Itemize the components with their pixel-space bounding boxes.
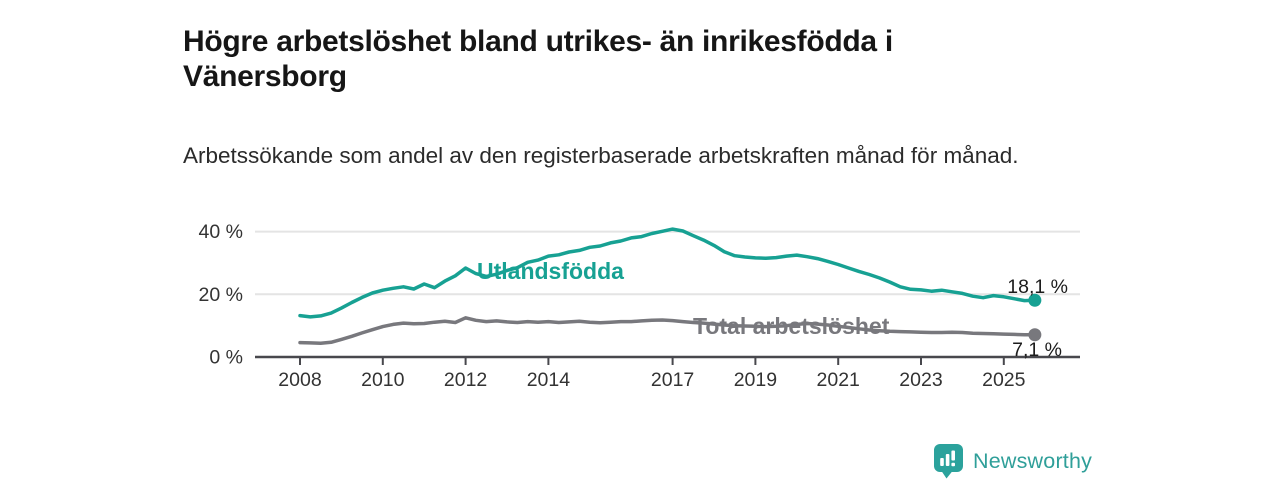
unemployment-line-chart: 0 % 20 % 40 % 2008 2010 2012 2014 2017 2019 2021… <box>199 221 1080 391</box>
y-axis-tick-label: 20 % <box>199 284 243 306</box>
y-axis-tick-label: 0 % <box>209 347 243 369</box>
x-axis-tick-label: 2019 <box>734 369 777 391</box>
x-axis-tick-label: 2025 <box>982 369 1026 391</box>
end-value-label-total-arbetsloshet: 7,1 % <box>1012 339 1062 361</box>
x-axis <box>255 355 1080 365</box>
series-label-total-arbetsloshet: Total arbetslöshet <box>693 313 890 339</box>
series-label-utlandsfodda: Utlandsfödda <box>477 258 624 284</box>
x-axis-tick-label: 2010 <box>361 369 405 391</box>
x-axis-tick-label: 2017 <box>651 369 694 391</box>
chart-subtitle: Arbetssökande som andel av den registerb… <box>183 142 1019 168</box>
x-axis-tick-label: 2012 <box>444 369 487 391</box>
end-value-label-utlandsfodda: 18,1 % <box>1007 276 1068 298</box>
x-axis-tick-label: 2014 <box>527 369 571 391</box>
line-total-arbetsloshet <box>298 316 1037 345</box>
brand-wordmark: Newsworthy <box>973 448 1093 473</box>
x-axis-tick-label: 2008 <box>278 369 321 391</box>
y-axis-tick-label: 40 % <box>199 221 243 243</box>
newsworthy-logo: Newsworthy <box>933 443 1092 479</box>
end-dot-total-arbetsloshet <box>1028 328 1042 342</box>
x-axis-labels: 2008 2010 2012 2014 2017 2019 2021 2023 2025 <box>278 369 1025 391</box>
x-axis-tick-label: 2023 <box>899 369 942 391</box>
line-utlandsfodda <box>298 227 1037 319</box>
chart-title: Högre arbetslöshet bland utrikes- än inr… <box>183 25 893 94</box>
series-lines <box>298 227 1042 345</box>
bar-chart-speech-bubble-icon <box>934 444 963 479</box>
x-axis-tick-label: 2021 <box>817 369 860 391</box>
y-axis-labels: 0 % 20 % 40 % <box>199 221 243 368</box>
end-dot-utlandsfodda <box>1028 293 1042 307</box>
gridlines <box>255 230 1080 296</box>
